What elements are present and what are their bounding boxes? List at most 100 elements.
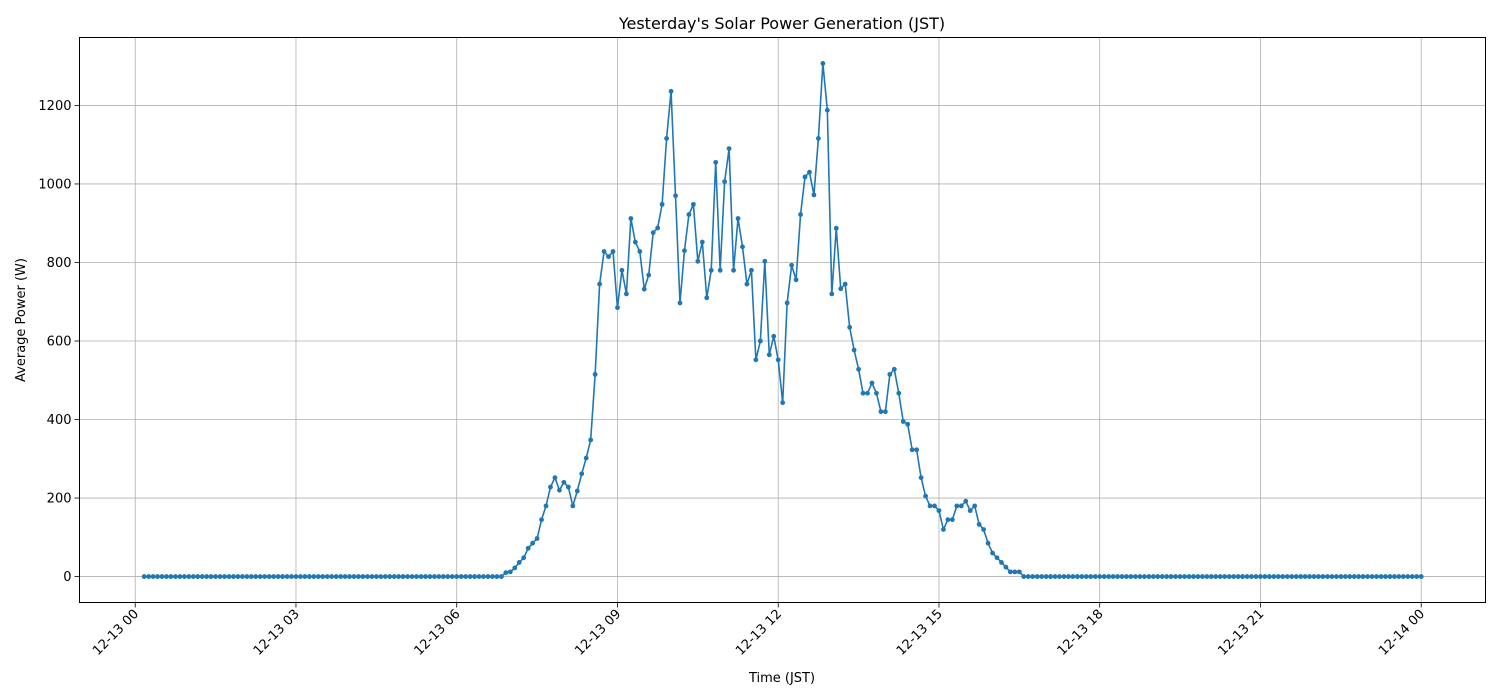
data-point [485, 574, 491, 579]
data-point [168, 574, 174, 579]
data-point [293, 574, 299, 579]
data-point [874, 390, 879, 396]
data-point [356, 574, 361, 579]
data-point [1128, 574, 1134, 579]
data-point [516, 560, 522, 565]
data-point [641, 286, 647, 292]
data-point [1222, 574, 1228, 579]
data-point [280, 574, 285, 579]
data-point [963, 498, 969, 504]
data-point [409, 574, 415, 579]
data-point [690, 201, 696, 207]
data-point [431, 574, 437, 579]
data-point [606, 254, 611, 259]
data-point [583, 455, 589, 461]
data-point [400, 574, 406, 579]
data-point [941, 527, 946, 532]
data-point [521, 555, 527, 561]
x-tick-label: 12-13 09 [572, 607, 624, 659]
data-point [155, 574, 160, 579]
data-point [1262, 574, 1268, 579]
x-axis-ticks: 12-13 00 12-13 03 12-13 06 12-13 09 12-13 12… [90, 602, 1428, 659]
data-point [1365, 574, 1371, 579]
x-tick-label: 12-14 00 [1376, 607, 1428, 659]
data-point [1356, 574, 1362, 579]
data-point [463, 574, 469, 579]
data-point [592, 371, 598, 377]
data-point [472, 574, 477, 579]
data-point [418, 574, 424, 579]
data-point [467, 574, 473, 579]
data-point [1092, 574, 1098, 579]
series-line [141, 61, 1424, 579]
data-point [257, 574, 263, 579]
data-point [320, 574, 326, 579]
data-point [958, 503, 964, 509]
data-point [1275, 574, 1281, 579]
y-tick-label: 0 [63, 570, 71, 585]
data-point [284, 574, 290, 579]
data-point [222, 574, 227, 579]
data-point [579, 471, 585, 477]
data-point [597, 281, 603, 287]
y-tick-label: 1000 [38, 177, 71, 192]
data-point [557, 487, 562, 493]
data-point [762, 258, 768, 264]
data-point [1307, 574, 1312, 579]
data-point [1271, 574, 1277, 579]
data-point [248, 574, 254, 579]
data-point [842, 281, 848, 287]
y-tick-label: 1200 [38, 99, 71, 114]
data-point [1155, 574, 1161, 579]
data-point [204, 574, 210, 579]
data-point [311, 574, 317, 579]
data-point [382, 574, 388, 579]
data-point [329, 574, 335, 579]
data-point [1347, 574, 1353, 579]
data-point [561, 479, 567, 485]
data-point [699, 239, 705, 245]
data-point [1240, 574, 1245, 579]
data-point [173, 574, 178, 579]
data-point [1325, 574, 1330, 579]
data-point [918, 475, 924, 481]
data-point [1213, 574, 1219, 579]
data-point [146, 574, 152, 579]
data-point [807, 169, 812, 175]
data-point [713, 159, 719, 165]
data-point [1146, 574, 1152, 579]
data-point [1137, 574, 1143, 579]
x-tick-label: 12-13 18 [1055, 607, 1107, 659]
data-point [530, 540, 536, 546]
data-point [775, 357, 781, 363]
data-point [1217, 574, 1223, 579]
x-tick-label: 12-13 00 [90, 607, 142, 659]
data-point [623, 291, 629, 297]
data-point [1008, 569, 1013, 575]
data-point [1177, 574, 1183, 579]
data-point [722, 179, 728, 184]
data-point [976, 521, 982, 527]
data-point [766, 352, 772, 358]
data-point [436, 574, 442, 579]
data-point [490, 574, 495, 579]
data-point [673, 193, 678, 199]
data-point [650, 230, 656, 236]
data-point [266, 574, 272, 579]
data-point [1204, 574, 1210, 579]
data-point [423, 574, 428, 579]
data-point [891, 366, 897, 372]
data-point [601, 249, 607, 254]
data-point [1195, 574, 1201, 579]
data-point [1235, 574, 1241, 579]
data-point [1320, 574, 1326, 579]
data-point [749, 267, 754, 273]
data-point [208, 574, 214, 579]
data-point [1043, 574, 1049, 579]
data-point [1298, 574, 1304, 579]
data-point [780, 400, 786, 406]
data-point [923, 493, 928, 499]
x-tick-label: 12-13 21 [1215, 607, 1267, 659]
data-point [771, 333, 777, 339]
